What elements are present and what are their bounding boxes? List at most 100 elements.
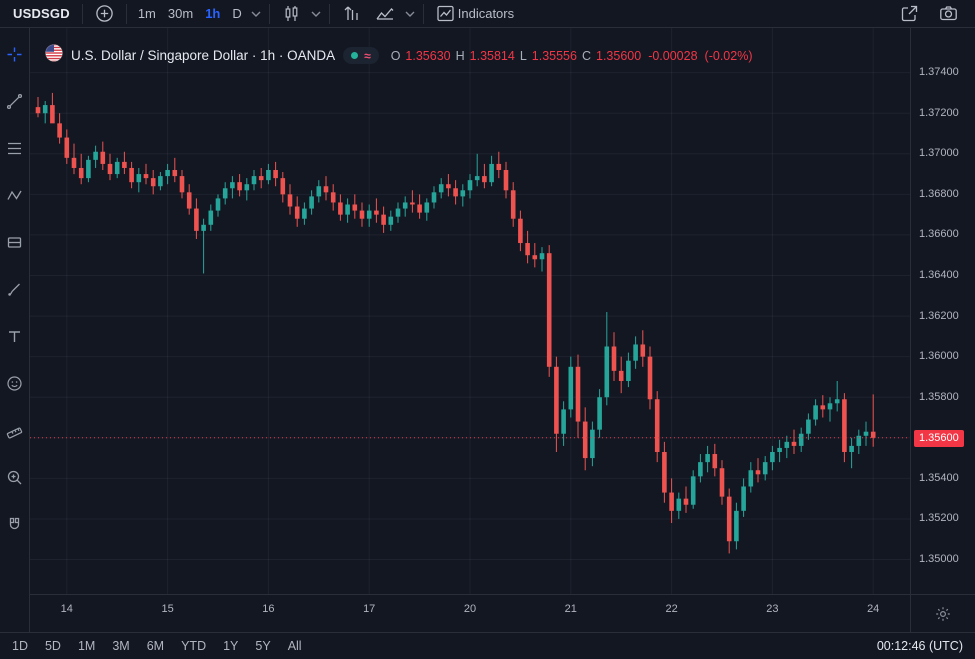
crosshair-tool-icon[interactable] [3,42,27,66]
plus-circle-icon [95,4,114,23]
time-axis-label: 16 [262,603,275,615]
camera-icon [939,4,958,23]
market-status-pill[interactable]: ≈ [343,47,379,64]
interval-1m-button[interactable]: 1m [132,1,162,27]
interval-30m-button[interactable]: 30m [162,1,199,27]
indicators-label: Indicators [457,6,515,21]
delayed-data-wave-icon: ≈ [364,48,371,63]
time-axis-label: 17 [363,603,376,615]
magnet-tool-icon[interactable] [3,512,27,536]
text-tool-icon[interactable] [3,324,27,348]
top-toolbar: USDSGD 1m 30m 1h D [0,0,975,28]
close-value: 1.35600 [596,48,642,63]
realtime-dot-icon [351,52,359,59]
forecast-tool-icon[interactable] [3,230,27,254]
price-axis-label: 1.35800 [919,390,959,403]
compare-chart-button[interactable] [368,1,402,27]
share-button[interactable] [893,1,926,27]
range-1y-button[interactable]: 1Y [223,639,239,653]
add-symbol-button[interactable] [88,1,121,27]
low-label: L [519,48,527,63]
bottom-toolbar: 1D 5D 1M 3M 6M YTD 1Y 5Y All 00:12:46 (U… [0,632,975,659]
candlestick-chart-icon [282,4,301,23]
pattern-tool-icon[interactable] [3,183,27,207]
measure-tool-icon[interactable] [3,418,27,442]
topbar-right-group [893,1,969,27]
price-axis-label: 1.36200 [919,309,959,322]
change-value: -0.00028 [648,48,698,63]
screenshot-button[interactable] [932,1,965,27]
range-3m-button[interactable]: 3M [112,639,130,653]
toolbar-separator [81,3,83,24]
price-axis-label: 1.36800 [919,187,959,200]
open-value: 1.35630 [405,48,451,63]
close-label: C [581,48,591,63]
drawing-toolbar [0,28,30,632]
axis-corner [910,594,975,632]
symbol-label: USDSGD [13,6,70,21]
last-price-badge: 1.35600 [914,429,964,447]
time-axis-label: 24 [867,603,880,615]
bar-replay-button[interactable] [335,1,368,27]
low-value: 1.35556 [531,48,577,63]
chart-style-candles-button[interactable] [275,1,308,27]
area-chart-icon [375,4,395,23]
chart-legend: U.S. Dollar / Singapore Dollar · 1h · OA… [45,44,752,67]
interval-menu-chevron-icon[interactable] [248,1,264,27]
chart-pane[interactable]: U.S. Dollar / Singapore Dollar · 1h · OA… [30,28,910,594]
emoji-tool-icon[interactable] [3,371,27,395]
compare-chevron-icon[interactable] [402,1,418,27]
price-axis-label: 1.37200 [919,106,959,119]
clock[interactable]: 00:12:46 (UTC) [876,639,963,653]
price-axis-label: 1.35200 [919,512,959,525]
toolbar-separator [328,3,330,24]
interval-1d-button[interactable]: D [226,1,247,27]
time-axis-label: 14 [60,603,73,615]
price-axis-label: 1.35400 [919,471,959,484]
time-axis-label: 23 [766,603,779,615]
bar-replay-icon [342,4,361,23]
change-percent: (-0.02%) [704,48,753,63]
high-label: H [455,48,465,63]
settings-gear-icon[interactable] [931,602,955,626]
fib-retracement-tool-icon[interactable] [3,136,27,160]
symbol-title[interactable]: U.S. Dollar / Singapore Dollar · 1h · OA… [71,48,336,63]
toolbar-separator [422,3,424,24]
toolbar-separator [268,3,270,24]
price-axis-label: 1.37400 [919,66,959,79]
price-axis-label: 1.36400 [919,268,959,281]
indicators-button[interactable]: Indicators [429,1,521,27]
brush-tool-icon[interactable] [3,277,27,301]
trend-line-tool-icon[interactable] [3,89,27,113]
candlestick-chart[interactable] [30,28,910,594]
range-5d-button[interactable]: 5D [44,639,61,653]
range-6m-button[interactable]: 6M [146,639,165,653]
chart-style-chevron-icon[interactable] [308,1,324,27]
time-axis-label: 20 [463,603,477,615]
symbol-search-button[interactable]: USDSGD [6,1,77,27]
time-axis[interactable]: 14 15 16 17 20 21 22 23 24 [30,594,910,632]
indicators-icon [436,4,455,23]
open-label: O [390,48,401,63]
range-5y-button[interactable]: 5Y [255,639,271,653]
us-flag-icon [45,44,63,67]
price-axis-label: 1.36000 [919,350,959,363]
toolbar-separator [125,3,127,24]
price-axis-label: 1.35000 [919,553,959,565]
time-axis-label: 21 [564,603,577,615]
range-1m-button[interactable]: 1M [77,639,96,653]
price-axis-label: 1.36600 [919,228,959,241]
high-value: 1.35814 [469,48,515,63]
range-all-button[interactable]: All [287,639,302,653]
ohlc-readout: O 1.35630 H 1.35814 L 1.35556 C 1.35600 -0.0… [391,49,753,63]
range-ytd-button[interactable]: YTD [181,639,207,653]
share-export-icon [900,4,919,23]
interval-1h-button[interactable]: 1h [199,1,226,27]
price-axis-label: 1.37000 [919,147,959,160]
time-axis-label: 15 [161,603,174,615]
time-axis-label: 22 [665,603,678,615]
range-1d-button[interactable]: 1D [12,639,28,653]
zoom-tool-icon[interactable] [3,465,27,489]
price-axis[interactable]: 1.35600 1.37400 1.37200 1.37000 1.36800 1.36… [910,28,975,594]
